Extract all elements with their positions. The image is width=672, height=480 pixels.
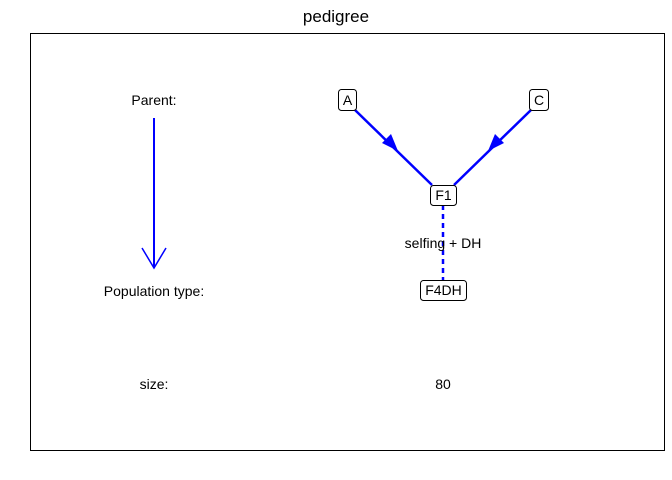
node-c: C — [534, 92, 544, 108]
node-c-box — [529, 89, 549, 111]
node-f1: F1 — [435, 187, 452, 203]
population-type-label: Population type: — [104, 283, 204, 299]
parent-label: Parent: — [131, 92, 176, 108]
plot-frame — [30, 33, 665, 451]
diagram-title: pedigree — [303, 7, 369, 26]
size-label: size: — [140, 376, 169, 392]
node-f4dh: F4DH — [425, 282, 462, 298]
arrowhead-a-icon — [382, 134, 398, 151]
node-a-box — [338, 89, 357, 111]
arrowhead-c-icon — [488, 134, 504, 151]
size-value: 80 — [435, 376, 451, 392]
node-a: A — [343, 92, 353, 108]
edge-label: selfing + DH — [405, 235, 482, 251]
node-f4dh-box — [420, 280, 467, 301]
left-arrow-head-icon — [141, 247, 167, 270]
node-f1-box — [430, 185, 457, 206]
